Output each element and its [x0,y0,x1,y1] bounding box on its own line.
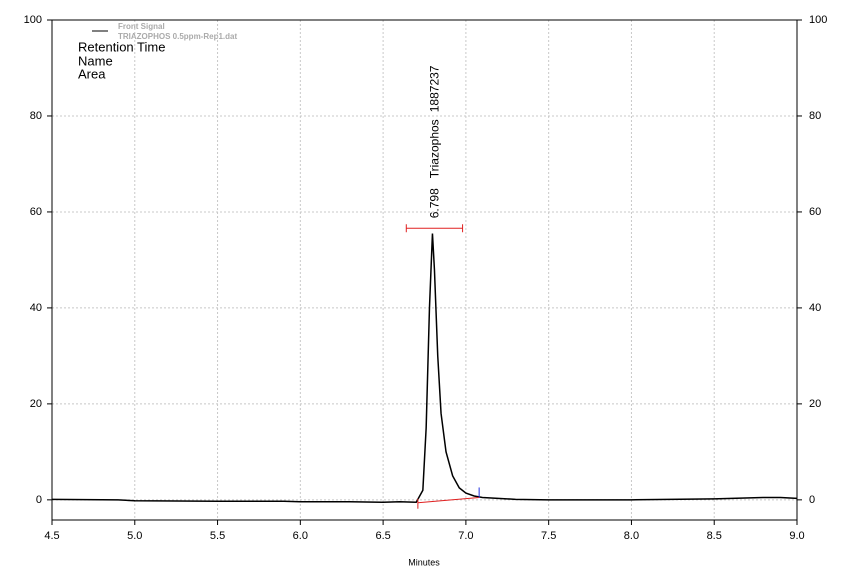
y2-tick-label: 100 [809,14,827,26]
x-tick-label: 4.5 [44,530,59,542]
x-tick-label: 7.5 [541,530,556,542]
y2-tick-label: 0 [809,494,815,506]
x-tick-label: 8.0 [624,530,639,542]
peak-area: 1887237 [428,65,442,112]
y2-tick-label: 20 [809,398,821,410]
subtitle: TRIAZOPHOS 0.5ppm-Rep1.dat [118,32,237,41]
y2-tick-label: 60 [809,206,821,218]
signal-line [51,233,798,504]
y-tick-label: 40 [30,302,42,314]
x-tick-label: 6.5 [375,530,390,542]
y-tick-label: 100 [24,14,42,26]
x-tick-label: 9.0 [789,530,804,542]
x-tick-label: 5.5 [210,530,225,542]
legend-field: Name [78,53,113,68]
y-tick-label: 60 [30,206,42,218]
integration-baseline [417,496,480,504]
peak-name: Triazophos [428,119,442,178]
legend-field: Retention Time [78,39,165,54]
y-tick-label: 20 [30,398,42,410]
legend-field: Area [78,66,106,81]
legend-label: Front Signal [118,22,165,31]
peak-label: 6.798 Triazophos 1887237 [428,65,442,218]
x-tick-label: 5.0 [127,530,142,542]
y-tick-label: 0 [36,494,42,506]
y-tick-label: 80 [30,110,42,122]
peak-bracket [405,224,464,233]
x-tick-label: 6.0 [293,530,308,542]
y2-tick-label: 80 [809,110,821,122]
x-axis-label: Minutes [408,557,440,567]
y2-tick-label: 40 [809,302,821,314]
plot-frame [51,19,798,521]
x-tick-label: 7.0 [458,530,473,542]
peak-retention-time: 6.798 [428,188,442,218]
x-tick-label: 8.5 [707,530,722,542]
